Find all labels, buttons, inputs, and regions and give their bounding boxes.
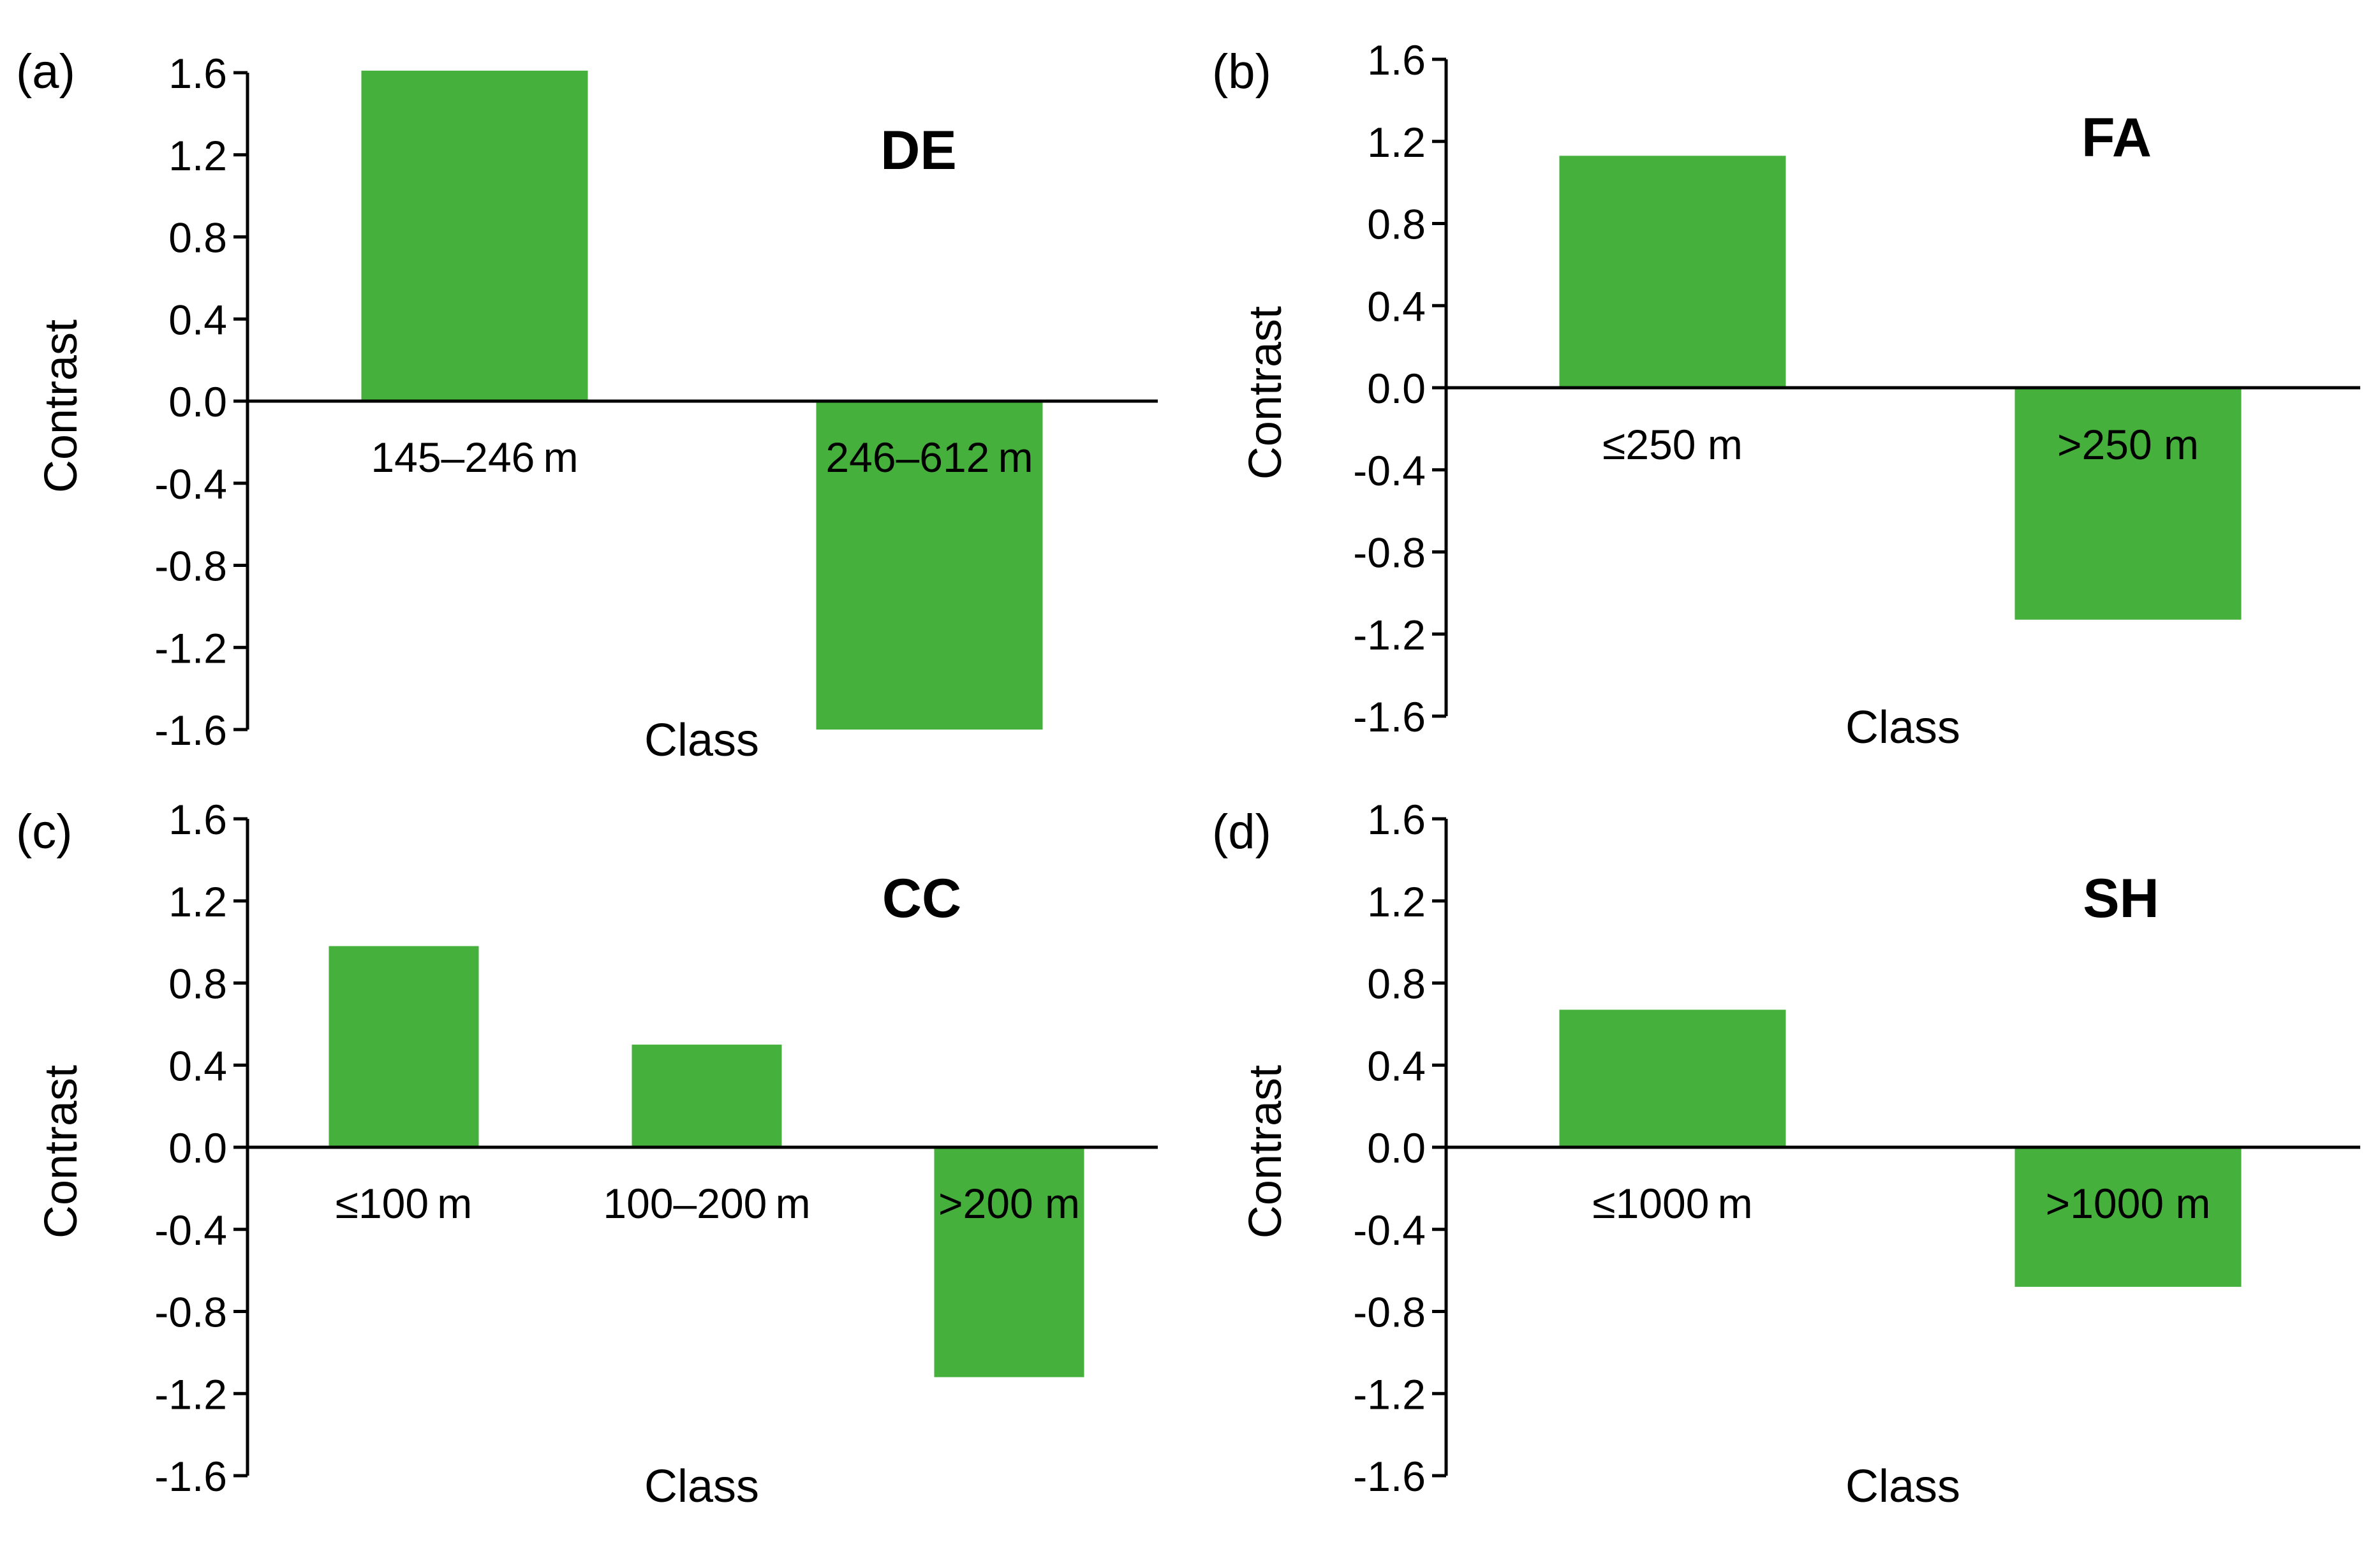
- panel-label: (a): [16, 45, 75, 99]
- bar-2: [632, 1045, 782, 1147]
- x-axis-label: Class: [1845, 702, 1960, 753]
- y-axis-label: Contrast: [36, 319, 87, 493]
- panel-title: CC: [882, 868, 961, 929]
- y-tick-label: -1.6: [1353, 1453, 1426, 1500]
- panel-title: FA: [2081, 107, 2152, 168]
- y-tick-label: -1.2: [154, 624, 227, 672]
- panel-label: (b): [1212, 45, 1271, 99]
- y-tick-label: -1.6: [154, 1453, 227, 1500]
- category-label: >250 m: [2057, 421, 2199, 468]
- x-axis-label: Class: [644, 715, 759, 766]
- y-tick-label: -0.8: [1353, 1289, 1426, 1336]
- y-tick-label: 0.0: [168, 1124, 227, 1171]
- panel-title: DE: [880, 120, 956, 181]
- y-tick-label: 1.6: [168, 50, 227, 97]
- category-label: ≤250 m: [1602, 421, 1743, 468]
- y-tick-label: 0.8: [1367, 201, 1426, 248]
- y-tick-label: -1.6: [1353, 693, 1426, 740]
- y-tick-label: -1.2: [1353, 611, 1426, 658]
- y-tick-label: 0.0: [1367, 365, 1426, 412]
- y-tick-label: -0.8: [154, 543, 227, 590]
- y-tick-label: 0.8: [168, 960, 227, 1008]
- y-tick-label: 1.6: [168, 796, 227, 843]
- y-tick-label: -0.4: [154, 1207, 227, 1254]
- y-axis-label: Contrast: [36, 1065, 87, 1238]
- bar-2: [2014, 388, 2242, 620]
- y-axis-label: Contrast: [1240, 306, 1291, 480]
- y-tick-label: -0.8: [1353, 529, 1426, 576]
- y-tick-label: 0.4: [1367, 1042, 1426, 1089]
- y-tick-label: 0.4: [1367, 283, 1426, 330]
- y-tick-label: 1.2: [1367, 878, 1426, 925]
- y-tick-label: 1.2: [168, 132, 227, 179]
- category-label: ≤1000 m: [1592, 1180, 1752, 1227]
- x-axis-label: Class: [644, 1461, 759, 1512]
- y-axis-label: Contrast: [1240, 1065, 1291, 1238]
- y-tick-label: -1.6: [154, 707, 227, 754]
- y-tick-label: -1.2: [1353, 1370, 1426, 1418]
- y-tick-label: 1.6: [1367, 796, 1426, 843]
- category-label: >1000 m: [2046, 1180, 2211, 1227]
- category-label: >200 m: [938, 1180, 1080, 1227]
- y-tick-label: 0.8: [168, 214, 227, 261]
- y-tick-label: -0.4: [1353, 1207, 1426, 1254]
- y-tick-label: 1.6: [1367, 36, 1426, 84]
- panel-label: (d): [1212, 805, 1271, 859]
- y-tick-label: -0.4: [154, 460, 227, 508]
- y-tick-label: -0.8: [154, 1289, 227, 1336]
- bar-2: [2014, 1147, 2242, 1287]
- y-tick-label: 0.0: [168, 378, 227, 425]
- bar-1: [329, 946, 479, 1147]
- bar-1: [1559, 156, 1786, 388]
- y-tick-label: 0.0: [1367, 1124, 1426, 1171]
- category-label: 145–246 m: [371, 434, 578, 481]
- y-tick-label: 1.2: [168, 878, 227, 925]
- panel-label: (c): [16, 805, 73, 859]
- y-tick-label: 0.8: [1367, 960, 1426, 1008]
- x-axis-label: Class: [1845, 1461, 1960, 1512]
- bar-1: [361, 70, 588, 401]
- y-tick-label: -1.2: [154, 1370, 227, 1418]
- bar-1: [1559, 1010, 1786, 1147]
- category-label: ≤100 m: [336, 1180, 473, 1227]
- y-tick-label: 0.4: [168, 296, 227, 343]
- category-label: 246–612 m: [825, 434, 1033, 481]
- category-label: 100–200 m: [603, 1180, 810, 1227]
- y-tick-label: 1.2: [1367, 119, 1426, 166]
- panel-title: SH: [2083, 868, 2159, 929]
- y-tick-label: -0.4: [1353, 447, 1426, 494]
- bar-3: [934, 1147, 1084, 1377]
- bar-2: [816, 401, 1043, 730]
- y-tick-label: 0.4: [168, 1042, 227, 1089]
